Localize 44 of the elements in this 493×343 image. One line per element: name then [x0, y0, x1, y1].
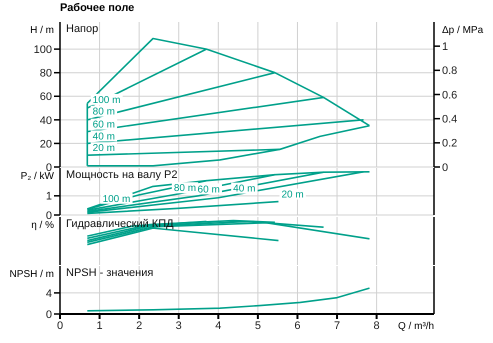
y-tick-label: 1 [46, 190, 52, 203]
chart-subtitle: Напор [66, 23, 98, 35]
annotation: 40 m [92, 131, 115, 142]
x-tick-label: 8 [374, 320, 380, 332]
y-axis-title: P₂ / kW [20, 171, 54, 182]
y-tick-label: 100 [34, 44, 52, 56]
x-tick-label: 0 [56, 320, 64, 332]
y-tick-label: 4 [46, 288, 52, 300]
annotation: 80 m [174, 183, 196, 194]
annotation: 60 m [198, 184, 220, 196]
y-tick-label: 0 [46, 308, 52, 321]
chart-title: Рабочее поле [60, 2, 134, 14]
y-tick-label: 80 [40, 68, 52, 80]
x-axis-title: Q / m³/h [398, 321, 434, 332]
annotation: 20 m [92, 143, 115, 154]
y-tick-label: 20 [40, 138, 52, 150]
y2-tick-label: 0.2 [442, 138, 458, 150]
y2-axis-title: Δp / MPa [442, 25, 484, 36]
y2-tick-label: 0.6 [442, 89, 458, 102]
y2-tick-label: 0.4 [442, 114, 458, 126]
y2-tick-label: 1 [442, 41, 448, 54]
y-tick-label: 60 [40, 91, 52, 104]
x-tick-label: 4 [215, 320, 222, 332]
x-tick-label: 1 [96, 320, 103, 332]
y-axis-title: H / m [30, 25, 54, 36]
y-tick-label: 0 [46, 210, 52, 222]
x-tick-label: 2 [136, 320, 142, 332]
annotation: 60 m [92, 120, 115, 131]
x-tick-label: 7 [334, 320, 340, 332]
y-tick-label: 40 [40, 114, 52, 127]
annotation: 100 m [92, 94, 120, 106]
annotation: 100 m [102, 194, 130, 205]
y2-tick-label: 0 [442, 162, 448, 174]
chart-title: NPSH - значения [66, 267, 154, 279]
x-tick-label: 5 [254, 320, 261, 332]
annotation: 80 m [92, 106, 115, 118]
y-axis-title: NPSH / m [10, 269, 54, 280]
annotation: 20 m [281, 190, 304, 201]
x-tick-label: 3 [176, 320, 182, 332]
x-tick-label: 6 [294, 320, 301, 332]
chart-title: Мощность на валу P2 [66, 169, 178, 181]
y-axis-title: η / % [31, 220, 54, 231]
annotation: 40 m [233, 184, 256, 195]
y2-tick-label: 0.8 [442, 65, 458, 78]
